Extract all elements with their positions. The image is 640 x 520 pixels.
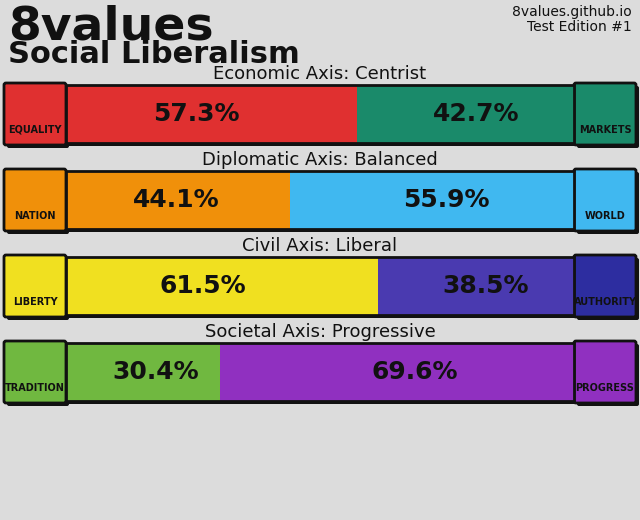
Bar [357,85,574,143]
Text: 57.3%: 57.3% [154,102,240,126]
Bar [66,85,574,143]
Text: Diplomatic Axis: Balanced: Diplomatic Axis: Balanced [202,151,438,169]
Bar [66,85,357,143]
FancyBboxPatch shape [7,172,69,234]
FancyBboxPatch shape [574,341,636,403]
Text: TRADITION: TRADITION [5,383,65,393]
FancyBboxPatch shape [4,255,66,317]
Bar [69,88,577,146]
Bar [66,257,574,315]
Bar [66,343,220,401]
Text: 44.1%: 44.1% [133,188,220,212]
Bar [66,171,290,229]
Text: 55.9%: 55.9% [403,188,490,212]
Text: 42.7%: 42.7% [433,102,520,126]
Bar [69,260,577,318]
FancyBboxPatch shape [4,169,66,231]
Bar [69,346,577,404]
Text: 30.4%: 30.4% [113,360,199,384]
Text: Test Edition #1: Test Edition #1 [527,20,632,34]
Bar [220,343,574,401]
Bar [378,257,574,315]
FancyBboxPatch shape [577,258,639,320]
Text: 8values.github.io: 8values.github.io [512,5,632,19]
FancyBboxPatch shape [7,86,69,148]
Bar [66,343,574,401]
Text: Societal Axis: Progressive: Societal Axis: Progressive [205,323,435,341]
Text: Social Liberalism: Social Liberalism [8,40,300,69]
FancyBboxPatch shape [577,172,639,234]
FancyBboxPatch shape [577,344,639,406]
FancyBboxPatch shape [577,86,639,148]
Text: MARKETS: MARKETS [579,125,631,135]
Text: EQUALITY: EQUALITY [8,125,61,135]
Text: LIBERTY: LIBERTY [13,297,58,307]
FancyBboxPatch shape [574,169,636,231]
FancyBboxPatch shape [7,258,69,320]
FancyBboxPatch shape [574,83,636,145]
Text: Economic Axis: Centrist: Economic Axis: Centrist [213,65,427,83]
Text: Civil Axis: Liberal: Civil Axis: Liberal [243,237,397,255]
FancyBboxPatch shape [4,83,66,145]
Text: PROGRESS: PROGRESS [575,383,634,393]
FancyBboxPatch shape [4,341,66,403]
Text: NATION: NATION [14,211,56,221]
Bar [66,257,378,315]
Bar [66,171,574,229]
FancyBboxPatch shape [574,255,636,317]
Text: 8values: 8values [8,5,214,50]
Text: AUTHORITY: AUTHORITY [573,297,637,307]
Text: 38.5%: 38.5% [443,274,529,298]
Bar [290,171,574,229]
Text: WORLD: WORLD [584,211,625,221]
Bar [69,174,577,232]
FancyBboxPatch shape [7,344,69,406]
Text: 69.6%: 69.6% [372,360,458,384]
Text: 61.5%: 61.5% [160,274,246,298]
